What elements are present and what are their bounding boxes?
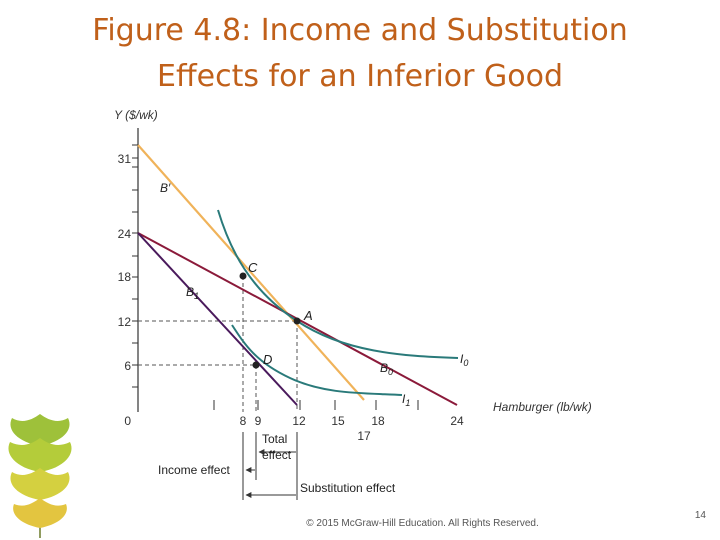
income-effect-label: Income effect [158,463,230,477]
x-axis-tick-marks [213,400,419,410]
x-tick-17: 17 [357,429,371,443]
point-a [293,317,301,325]
copyright-footer: © 2015 McGraw-Hill Education. All Rights… [306,518,539,529]
label-i1: I1 [402,392,410,408]
y-tick-31: 31 [118,152,132,166]
x-tick-9: 9 [255,414,262,428]
y-axis-tick-marks [132,144,138,388]
point-a-label: A [303,308,313,323]
x-tick-18: 18 [371,414,385,428]
x-tick-8: 8 [240,414,247,428]
x-tick-12: 12 [292,414,306,428]
point-c [239,272,247,280]
y-tick-6: 6 [124,359,131,373]
point-c-label: C [248,260,258,275]
label-b1: B1 [186,285,199,301]
label-b0: B0 [380,361,393,377]
y-tick-0: 0 [124,414,131,428]
indifference-curve-i1 [231,324,403,396]
effect-brackets [242,432,298,500]
indifference-curve-i0 [217,209,459,359]
dashed-guides [138,276,298,412]
y-tick-18: 18 [118,270,132,284]
page-number: 14 [694,510,706,521]
substitution-effect-label: Substitution effect [300,481,396,495]
label-b-prime: B′ [160,181,171,195]
total-effect-label-line2: effect [262,448,292,462]
x-axis-label: Hamburger (lb/wk) [493,400,592,414]
y-axis-label: Y ($/wk) [114,108,158,122]
slide-title: Figure 4.8: Income and Substitution Effe… [0,8,720,100]
point-d-label: D [263,352,272,367]
title-line-2: Effects for an Inferior Good [157,59,563,94]
y-tick-24: 24 [118,227,132,241]
x-tick-15: 15 [331,414,345,428]
total-effect-label-line1: Total [262,432,287,446]
ginkgo-leaf-decoration [8,414,72,538]
budget-line-b-prime [137,144,365,401]
x-tick-24: 24 [450,414,464,428]
point-d [252,361,260,369]
y-tick-12: 12 [118,315,132,329]
budget-line-b1 [137,232,298,406]
label-i0: I0 [460,352,468,368]
title-line-1: Figure 4.8: Income and Substitution [92,13,628,48]
